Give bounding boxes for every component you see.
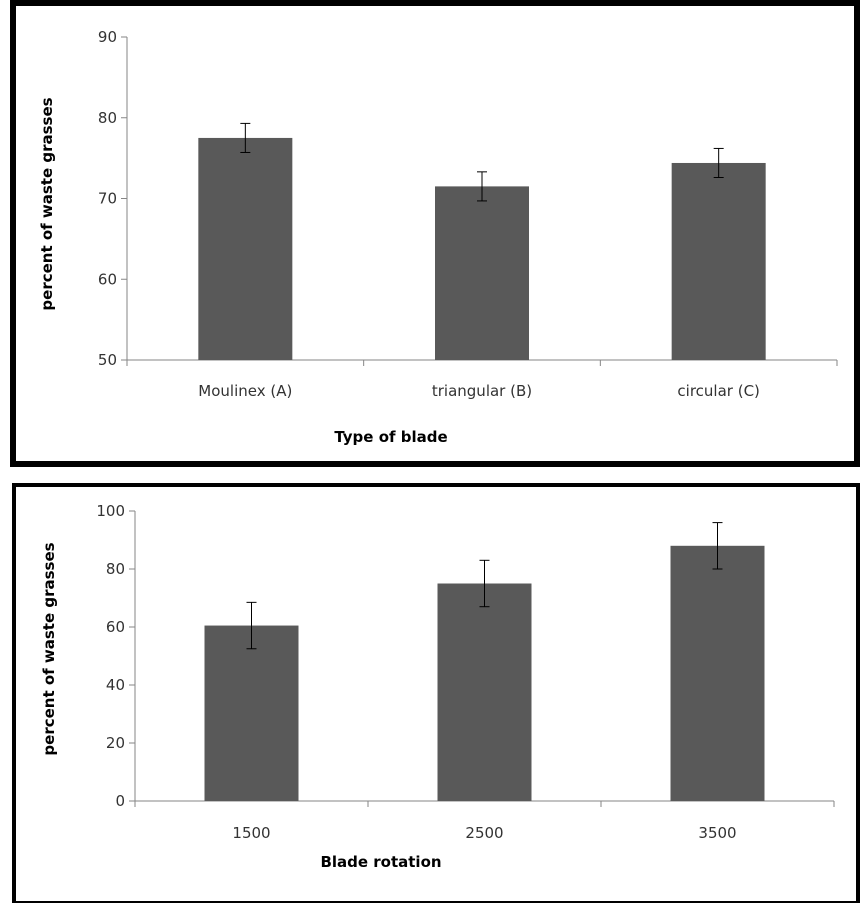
x-category-label: Moulinex (A) bbox=[198, 382, 292, 400]
chart-panel-blade-rotation: percent of waste grasses Blade rotation … bbox=[12, 483, 860, 903]
x-axis-title: Type of blade bbox=[334, 428, 447, 446]
chart-blade-rotation: percent of waste grasses Blade rotation … bbox=[40, 502, 835, 871]
bar bbox=[671, 162, 766, 360]
y-tick-label: 20 bbox=[106, 734, 125, 752]
y-tick-label: 60 bbox=[98, 270, 117, 288]
y-tick-label: 40 bbox=[106, 676, 125, 694]
y-tick-label: 0 bbox=[115, 792, 125, 810]
y-tick-label: 50 bbox=[98, 351, 117, 369]
x-axis-title: Blade rotation bbox=[320, 853, 441, 871]
chart-panel-blade-type: percent of waste grasses Type of blade 5… bbox=[10, 0, 860, 467]
y-axis-title: percent of waste grasses bbox=[38, 97, 56, 310]
chart-blade-type: percent of waste grasses Type of blade 5… bbox=[38, 28, 838, 446]
y-tick-label: 80 bbox=[98, 109, 117, 127]
y-tick-label: 100 bbox=[96, 502, 125, 520]
x-category-label: 1500 bbox=[232, 824, 270, 842]
y-axis-title: percent of waste grasses bbox=[40, 542, 58, 755]
bar bbox=[198, 137, 293, 360]
bar bbox=[670, 545, 765, 801]
y-tick-label: 70 bbox=[98, 190, 117, 208]
x-category-label: 2500 bbox=[465, 824, 503, 842]
x-category-label: triangular (B) bbox=[432, 382, 532, 400]
bar bbox=[204, 625, 299, 801]
y-tick-label: 60 bbox=[106, 618, 125, 636]
x-category-label: circular (C) bbox=[677, 382, 759, 400]
y-tick-label: 90 bbox=[98, 28, 117, 46]
bar bbox=[437, 583, 532, 801]
x-category-label: 3500 bbox=[698, 824, 736, 842]
bar bbox=[435, 186, 529, 360]
y-tick-label: 80 bbox=[106, 560, 125, 578]
